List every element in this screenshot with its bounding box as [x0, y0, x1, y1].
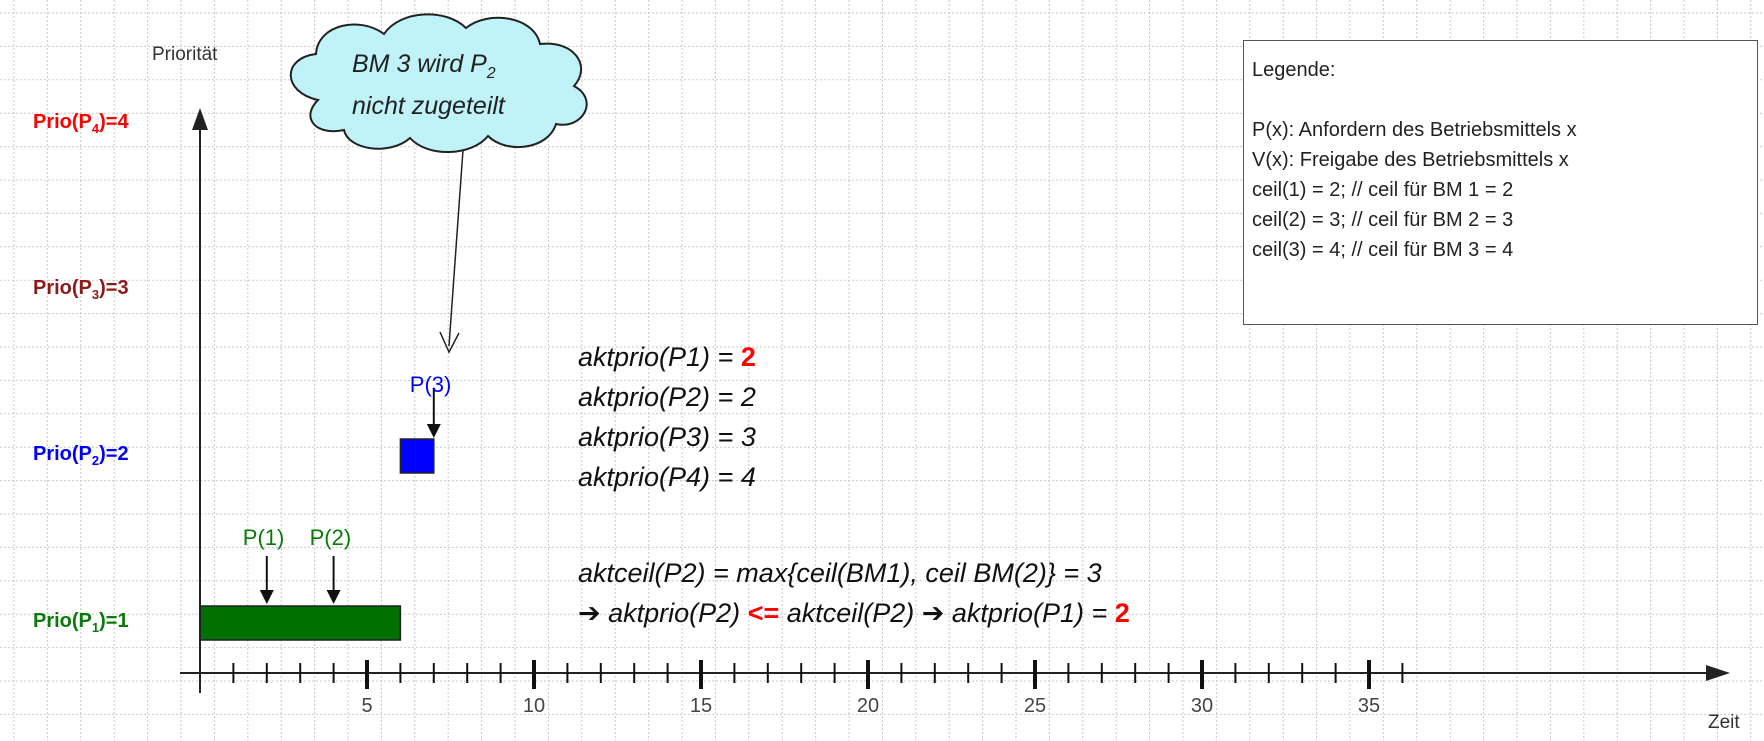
- priority-label: Prio(P3)=3: [33, 277, 129, 302]
- priority-label-value: )=2: [99, 443, 129, 465]
- priority-label: Prio(P2)=2: [33, 443, 129, 468]
- formula-aktprio-p3: aktprio(P3) = 3: [578, 422, 756, 452]
- priority-label-value: )=1: [99, 610, 129, 632]
- callout-line2: nicht zugeteilt: [352, 92, 505, 120]
- x-axis-ticks: [232, 660, 1404, 689]
- x-tick-label: 20: [856, 695, 880, 717]
- priority-label-text: Prio(P: [33, 111, 92, 133]
- priority-label-subscript: 3: [91, 287, 100, 302]
- event-arrowhead: [259, 590, 274, 604]
- axes: [180, 108, 1730, 693]
- formula-aktprio-p1-text: aktprio(P1) =: [578, 342, 741, 372]
- event-arrows: [259, 388, 441, 604]
- formula-part: aktprio(P2): [600, 598, 748, 628]
- formula-conclusion: ➔ aktprio(P2) <= aktceil(P2) ➔ aktprio(P…: [578, 598, 1130, 629]
- x-axis-title: Zeit: [1708, 712, 1740, 733]
- priority-label: Prio(P1)=1: [33, 610, 129, 635]
- formula-aktprio-p4: aktprio(P4) = 4: [578, 462, 756, 492]
- legend-line: ceil(3) = 4; // ceil für BM 3 = 4: [1252, 239, 1514, 261]
- formula-aktprio-p2: aktprio(P2) = 2: [578, 382, 756, 412]
- x-tick-label: 25: [1023, 695, 1047, 717]
- priority-label: Prio(P4)=4: [33, 111, 129, 136]
- process-bar-p2: [399, 438, 435, 474]
- x-tick-label: 15: [689, 695, 713, 717]
- legend-line: ceil(1) = 2; // ceil für BM 1 = 2: [1252, 179, 1514, 201]
- legend-title: Legende:: [1252, 59, 1336, 81]
- y-axis-arrowhead: [192, 108, 208, 130]
- priority-label-value: )=4: [99, 111, 129, 133]
- process-bars: [199, 438, 435, 641]
- arrow-glyph: ➔: [578, 598, 601, 628]
- x-tick-label: 5: [361, 695, 373, 717]
- legend-line: V(x): Freigabe des Betriebsmittels x: [1252, 149, 1569, 171]
- legend-box: Legende: P(x): Anfordern des Betriebsmit…: [1243, 40, 1758, 325]
- callout-cloud: [289, 13, 588, 354]
- legend-line: ceil(2) = 3; // ceil für BM 2 = 3: [1252, 209, 1514, 231]
- callout-pointer-arrowhead: [439, 331, 460, 354]
- priority-label-subscript: 4: [91, 121, 100, 136]
- event-arrowhead: [326, 590, 341, 604]
- event-label: P(1): [242, 525, 285, 550]
- formula-aktceil: aktceil(P2) = max{ceil(BM1), ceil BM(2)}…: [578, 558, 1102, 588]
- formula-final-value: 2: [1114, 598, 1130, 628]
- process-bar-p1: [199, 605, 402, 641]
- event-label: P(2): [309, 525, 352, 550]
- priority-label-value: )=3: [99, 277, 129, 299]
- callout-text: BM 3 wird P2 nicht zugeteilt: [352, 48, 567, 123]
- priority-label-text: Prio(P: [33, 610, 92, 632]
- event-label: P(3): [409, 372, 452, 397]
- formula-part: aktprio(P1) =: [944, 598, 1115, 628]
- x-tick-label: 30: [1190, 695, 1214, 717]
- x-tick-label: 35: [1357, 695, 1381, 717]
- formula-part: aktceil(P2): [779, 598, 922, 628]
- priority-label-subscript: 1: [91, 620, 100, 635]
- priority-label-subscript: 2: [91, 453, 100, 468]
- formula-aktprio-p1-value: 2: [740, 342, 756, 372]
- callout-cloud-shape: [289, 13, 588, 153]
- y-axis-title: Priorität: [152, 44, 218, 65]
- event-arrowhead: [426, 424, 441, 438]
- priority-label-text: Prio(P: [33, 443, 92, 465]
- callout-line1-subscript: 2: [486, 65, 496, 82]
- operator-le: <=: [747, 598, 780, 628]
- callout-line1: BM 3 wird P: [352, 50, 487, 78]
- arrow-glyph: ➔: [921, 598, 945, 628]
- x-axis-arrowhead: [1706, 665, 1730, 681]
- priority-label-text: Prio(P: [33, 277, 92, 299]
- legend-line: P(x): Anfordern des Betriebsmittels x: [1252, 119, 1577, 141]
- callout-pointer-line: [448, 149, 464, 347]
- formula-aktprio-p1: aktprio(P1) = 2: [578, 342, 756, 373]
- x-tick-label: 10: [522, 695, 546, 717]
